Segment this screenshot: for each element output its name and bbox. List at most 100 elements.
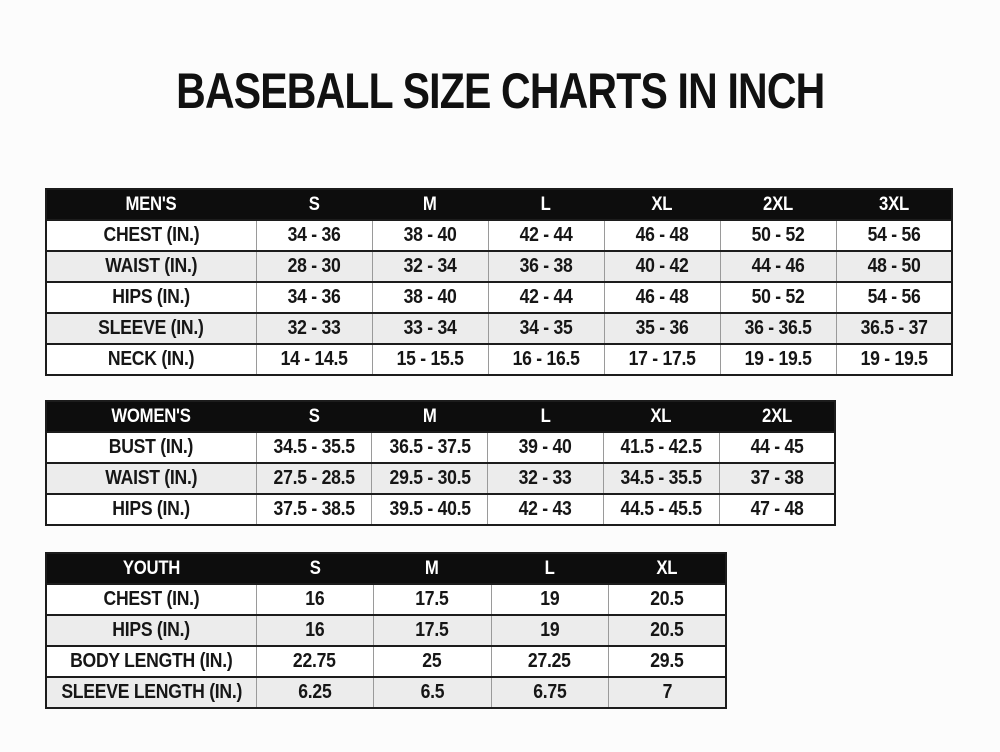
table-row: SLEEVE (IN.) 32 - 33 33 - 34 34 - 35 35 - 36…: [46, 312, 952, 344]
size-value: 27.5 - 28.5: [255, 462, 372, 494]
size-column-header-label: 2XL: [761, 405, 792, 427]
size-value: 36 - 38: [487, 250, 604, 282]
size-value: 16: [255, 583, 374, 615]
row-label: WAIST (IN.): [46, 250, 256, 282]
row-label-text: HIPS (IN.): [112, 498, 191, 520]
size-value: 54 - 56: [835, 281, 952, 313]
size-value: 34.5 - 35.5: [255, 431, 372, 463]
size-value-text: 19: [540, 588, 560, 610]
size-value-text: 36 - 36.5: [744, 317, 812, 339]
table-row: HIPS (IN.) 34 - 36 38 - 40 42 - 44 46 - 48 50…: [46, 281, 952, 313]
size-value: 7: [608, 676, 726, 708]
size-value-text: 34.5 - 35.5: [273, 436, 355, 458]
size-value: 19 - 19.5: [835, 343, 952, 375]
size-value: 25: [373, 645, 491, 677]
size-value: 37 - 38: [718, 462, 835, 494]
size-value: 29.5: [608, 645, 726, 677]
group-header-mens: MEN'S: [45, 188, 257, 221]
size-value-text: 36.5 - 37: [860, 317, 928, 339]
size-value-text: 14 - 14.5: [280, 348, 348, 370]
size-column-header: XL: [602, 400, 720, 433]
size-value-text: 34 - 35: [519, 317, 573, 339]
size-value-text: 22.75: [293, 650, 337, 672]
size-value: 42 - 43: [487, 493, 604, 525]
size-value-text: 16 - 16.5: [512, 348, 580, 370]
size-value: 44 - 45: [718, 431, 835, 463]
size-value-text: 37.5 - 38.5: [273, 498, 355, 520]
row-label: CHEST (IN.): [46, 583, 256, 615]
row-label: WAIST (IN.): [46, 462, 256, 494]
size-value-text: 44.5 - 45.5: [620, 498, 703, 520]
size-value: 34.5 - 35.5: [602, 462, 720, 494]
size-column-header-label: L: [541, 193, 551, 215]
size-value: 36.5 - 37.5: [371, 431, 488, 463]
size-column-header-label: L: [540, 405, 551, 427]
size-value: 46 - 48: [603, 219, 720, 251]
row-label-text: WAIST (IN.): [105, 467, 198, 489]
size-column-header: S: [255, 400, 373, 433]
size-value-text: 29.5: [650, 650, 684, 672]
table-row: BUST (IN.) 34.5 - 35.5 36.5 - 37.5 39 - 40 4…: [46, 431, 835, 463]
size-column-header-label: 3XL: [878, 193, 909, 215]
size-value: 15 - 15.5: [371, 343, 488, 375]
size-value: 20.5: [608, 614, 726, 646]
table-row: CHEST (IN.) 34 - 36 38 - 40 42 - 44 46 - 48 5…: [46, 219, 952, 251]
size-value: 14 - 14.5: [255, 343, 372, 375]
row-label-text: HIPS (IN.): [112, 619, 191, 641]
size-column-header: XL: [608, 552, 727, 585]
group-header-label: WOMEN'S: [111, 405, 191, 427]
group-header-womens: WOMEN'S: [45, 400, 257, 433]
size-value-text: 32 - 33: [519, 467, 572, 489]
size-value-text: 33 - 34: [403, 317, 457, 339]
size-value-text: 54 - 56: [867, 286, 921, 308]
table-header-row-mens: MEN'S S M L XL 2XL 3XL: [45, 188, 953, 221]
size-column-header: XL: [603, 188, 721, 221]
size-column-header: S: [255, 552, 374, 585]
size-value-text: 17.5: [415, 619, 449, 641]
size-column-header-label: XL: [656, 557, 678, 579]
size-value-text: 6.5: [420, 681, 445, 703]
size-value-text: 6.25: [298, 681, 332, 703]
size-value: 28 - 30: [255, 250, 372, 282]
size-value: 36.5 - 37: [835, 312, 952, 344]
size-value: 40 - 42: [603, 250, 720, 282]
size-value-text: 42 - 43: [519, 498, 572, 520]
size-column-header-label: S: [309, 557, 321, 579]
size-value-text: 47 - 48: [750, 498, 804, 520]
size-value: 6.75: [490, 676, 609, 708]
size-column-header: 2XL: [719, 188, 837, 221]
size-value-text: 20.5: [650, 619, 684, 641]
size-value-text: 32 - 33: [287, 317, 341, 339]
size-value: 34 - 36: [255, 281, 372, 313]
size-value: 35 - 36: [603, 312, 720, 344]
size-column-header: L: [490, 552, 609, 585]
size-value: 50 - 52: [719, 281, 836, 313]
size-value: 44 - 46: [719, 250, 836, 282]
size-column-header-label: S: [308, 405, 320, 427]
row-label: BUST (IN.): [46, 431, 256, 463]
size-value: 34 - 35: [487, 312, 604, 344]
size-value: 42 - 44: [487, 219, 604, 251]
size-value: 32 - 34: [371, 250, 488, 282]
size-value: 6.25: [255, 676, 374, 708]
table-row: WAIST (IN.) 28 - 30 32 - 34 36 - 38 40 - 42 4…: [46, 250, 952, 282]
size-value-text: 37 - 38: [750, 467, 804, 489]
size-column-header-label: XL: [650, 405, 672, 427]
row-label-text: BODY LENGTH (IN.): [70, 650, 233, 672]
size-value-text: 38 - 40: [403, 224, 457, 246]
size-value: 17.5: [373, 583, 491, 615]
size-value: 48 - 50: [835, 250, 952, 282]
row-label: BODY LENGTH (IN.): [46, 645, 256, 677]
size-value: 19 - 19.5: [719, 343, 836, 375]
size-table-womens: WOMEN'S S M L XL 2XL BUST (IN.) 34.5 - 35.5 36.5…: [45, 400, 836, 526]
size-value-text: 39.5 - 40.5: [389, 498, 471, 520]
size-table-youth: YOUTH S M L XL CHEST (IN.) 16 17.5 19 20.5 HIPS (I…: [45, 552, 727, 709]
row-label: CHEST (IN.): [46, 219, 256, 251]
row-label: HIPS (IN.): [46, 493, 256, 525]
size-value-text: 15 - 15.5: [396, 348, 464, 370]
size-value-text: 38 - 40: [403, 286, 457, 308]
size-value-text: 17 - 17.5: [628, 348, 696, 370]
table-row: SLEEVE LENGTH (IN.) 6.25 6.5 6.75 7: [46, 676, 726, 708]
row-label-text: SLEEVE LENGTH (IN.): [60, 681, 242, 703]
size-value: 39 - 40: [487, 431, 604, 463]
